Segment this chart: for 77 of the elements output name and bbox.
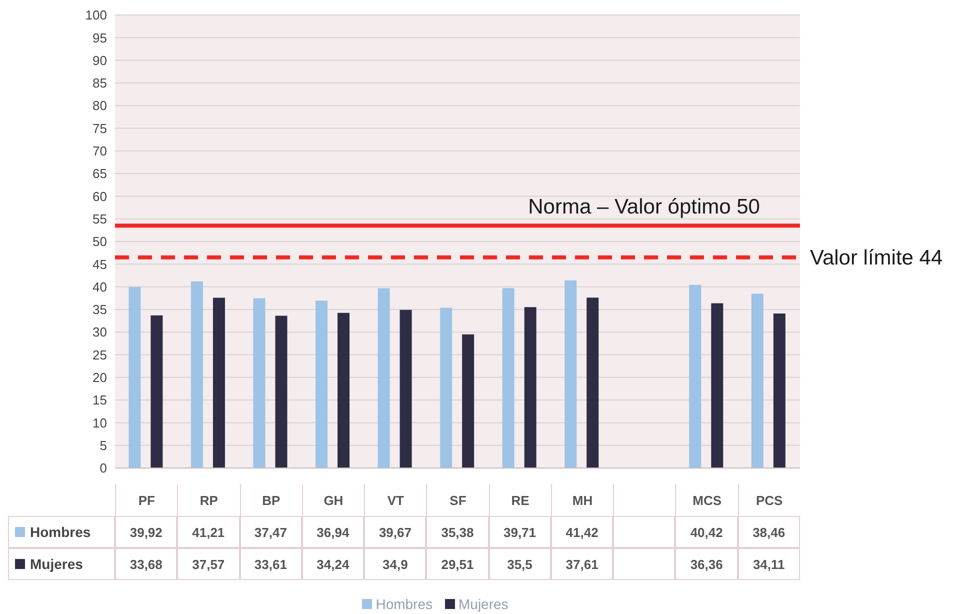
y-tick-label: 35 bbox=[92, 302, 107, 318]
bar bbox=[212, 298, 225, 468]
data-label: 39,92 bbox=[115, 516, 178, 548]
data-label: 36,94 bbox=[302, 516, 364, 548]
text: Mujeres bbox=[458, 596, 508, 612]
y-tick-label: 10 bbox=[92, 415, 107, 430]
bar bbox=[751, 294, 764, 468]
x-tick-label: SF bbox=[426, 484, 489, 516]
y-tick-label: 30 bbox=[92, 324, 107, 340]
data-label: 34,11 bbox=[738, 548, 800, 580]
bar bbox=[502, 288, 514, 468]
x-tick-label: VT bbox=[364, 484, 426, 516]
y-tick-label: 75 bbox=[92, 120, 107, 136]
bar bbox=[316, 300, 328, 468]
bar bbox=[128, 287, 141, 468]
ref-line-label: Norma – Valor óptimo 50 bbox=[528, 196, 760, 219]
data-label: 39,67 bbox=[364, 516, 426, 548]
bar bbox=[378, 288, 390, 468]
y-tick-label: 90 bbox=[92, 52, 107, 68]
bar bbox=[462, 334, 474, 468]
bar bbox=[524, 307, 536, 468]
bar bbox=[150, 315, 163, 468]
bar bbox=[275, 316, 288, 468]
y-tick-label: 95 bbox=[92, 30, 107, 46]
bar bbox=[773, 313, 786, 468]
data-label: 37,61 bbox=[550, 548, 614, 580]
bar bbox=[689, 284, 702, 468]
data-label: 36,36 bbox=[675, 548, 738, 580]
y-tick-label: 70 bbox=[92, 144, 107, 159]
y-tick-label: 45 bbox=[92, 256, 107, 272]
bar bbox=[253, 298, 266, 468]
data-label: 37,47 bbox=[240, 516, 302, 548]
legend-label: Mujeres bbox=[30, 556, 83, 572]
text: Hombres bbox=[376, 596, 432, 612]
x-tick-label: RE bbox=[488, 484, 551, 516]
data-label: 39,71 bbox=[488, 516, 551, 548]
x-tick-label: RP bbox=[177, 484, 240, 516]
x-tick-label: MH bbox=[550, 484, 614, 516]
bar bbox=[711, 303, 724, 468]
data-label: 37,57 bbox=[177, 548, 240, 580]
y-tick-label: 5 bbox=[100, 438, 107, 453]
bar bbox=[338, 312, 350, 468]
y-tick-label: 15 bbox=[92, 392, 107, 408]
data-label: 41,42 bbox=[550, 516, 614, 548]
data-label: 35,38 bbox=[426, 516, 489, 548]
y-tick-label: 25 bbox=[92, 347, 107, 362]
x-tick-label: MCS bbox=[675, 484, 738, 516]
bar bbox=[400, 310, 412, 468]
y-tick-label: 100 bbox=[85, 8, 107, 23]
x-tick-label: PCS bbox=[738, 484, 800, 516]
data-label: 33,68 bbox=[115, 548, 178, 580]
y-tick-label: 85 bbox=[92, 76, 107, 91]
legend-label: Hombres bbox=[30, 524, 91, 540]
y-tick-label: 40 bbox=[92, 279, 107, 294]
x-tick-label: GH bbox=[302, 484, 364, 516]
data-label: 33,61 bbox=[240, 548, 302, 580]
bar bbox=[586, 298, 599, 468]
y-tick-label: 50 bbox=[92, 234, 107, 250]
y-tick-label: 80 bbox=[92, 98, 107, 114]
y-tick-label: 55 bbox=[92, 211, 107, 226]
y-tick-label: 65 bbox=[92, 166, 107, 182]
data-label: 40,42 bbox=[675, 516, 738, 548]
bar bbox=[440, 308, 452, 468]
y-tick-label: 20 bbox=[92, 370, 107, 386]
ref-line-label: Valor límite 44 bbox=[810, 246, 943, 270]
data-label: 34,9 bbox=[364, 548, 426, 580]
y-tick-label: 0 bbox=[100, 460, 107, 476]
bar bbox=[564, 280, 577, 468]
data-label: 41,21 bbox=[177, 516, 240, 548]
data-label: 38,46 bbox=[738, 516, 800, 548]
data-label: 34,24 bbox=[302, 548, 364, 580]
bar bbox=[190, 281, 203, 468]
x-tick-label: PF bbox=[115, 484, 178, 516]
data-label: 35,5 bbox=[488, 548, 551, 580]
y-tick-label: 60 bbox=[92, 188, 107, 204]
data-label: 29,51 bbox=[426, 548, 489, 580]
x-tick-label: BP bbox=[240, 484, 302, 516]
